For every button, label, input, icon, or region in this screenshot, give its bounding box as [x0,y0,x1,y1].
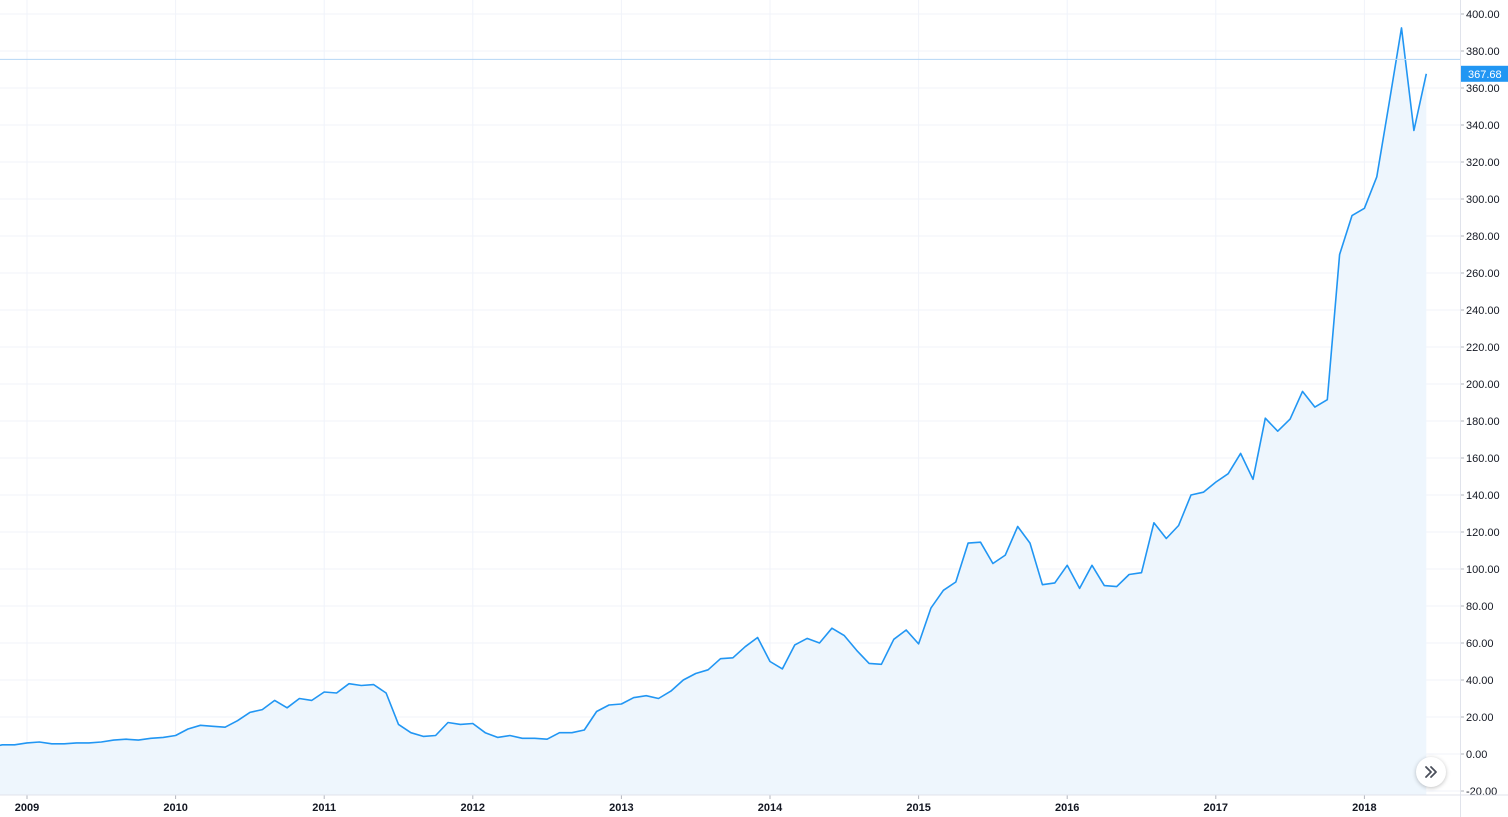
y-tick-label: 360.00 [1466,83,1500,95]
y-tick-label: 0.00 [1466,749,1487,761]
y-axis: 400.00 380.00 360.00 340.00 320.00 300.00 280.… [1460,0,1500,817]
y-tick-label: 200.00 [1466,379,1500,391]
y-tick-label: 380.00 [1466,46,1500,58]
y-tick-label: 20.00 [1466,712,1494,724]
y-tick-label: 340.00 [1466,120,1500,132]
last-price-label-background [1461,65,1508,82]
area-fill-layer [0,27,1427,795]
x-tick-label: 2013 [609,802,633,814]
price-line-layer [0,27,1428,747]
double-chevron-right-icon [1425,766,1437,778]
y-tick-label: 300.00 [1466,194,1500,206]
x-tick-label: 2018 [1352,802,1376,814]
price-area-fill [0,27,1427,795]
x-tick-label: 2016 [1055,802,1079,814]
y-tick-label: 260.00 [1466,268,1500,280]
y-tick-label: 100.00 [1466,564,1500,576]
x-axis: 2009 2010 2011 2012 2013 2014 2015 2016 2017 2018 [0,794,1508,814]
y-tick-label: -20.00 [1466,786,1497,798]
x-tick-label: 2011 [312,802,336,814]
y-tick-label: 120.00 [1466,527,1500,539]
x-tick-label: 2017 [1204,802,1228,814]
y-tick-label: 160.00 [1466,453,1500,465]
y-tick-label: 40.00 [1466,675,1494,687]
y-tick-label: 320.00 [1466,157,1500,169]
x-tick-label: 2012 [461,802,485,814]
price-line [0,27,1428,747]
x-tick-label: 2009 [15,802,39,814]
y-tick-label: 400.00 [1466,9,1500,21]
y-tick-label: 180.00 [1466,416,1500,428]
x-tick-label: 2014 [758,802,783,814]
y-tick-label: 280.00 [1466,231,1500,243]
last-price-label-text: 367.68 [1468,69,1502,81]
last-price-label: 367.68 [1461,65,1508,82]
scroll-to-realtime-button[interactable] [1416,757,1446,787]
y-tick-label: 140.00 [1466,490,1500,502]
x-tick-label: 2010 [163,802,187,814]
y-tick-label: 220.00 [1466,342,1500,354]
y-tick-label: 80.00 [1466,601,1494,613]
y-tick-label: 240.00 [1466,305,1500,317]
y-tick-label: 60.00 [1466,638,1494,650]
x-tick-label: 2015 [906,802,930,814]
